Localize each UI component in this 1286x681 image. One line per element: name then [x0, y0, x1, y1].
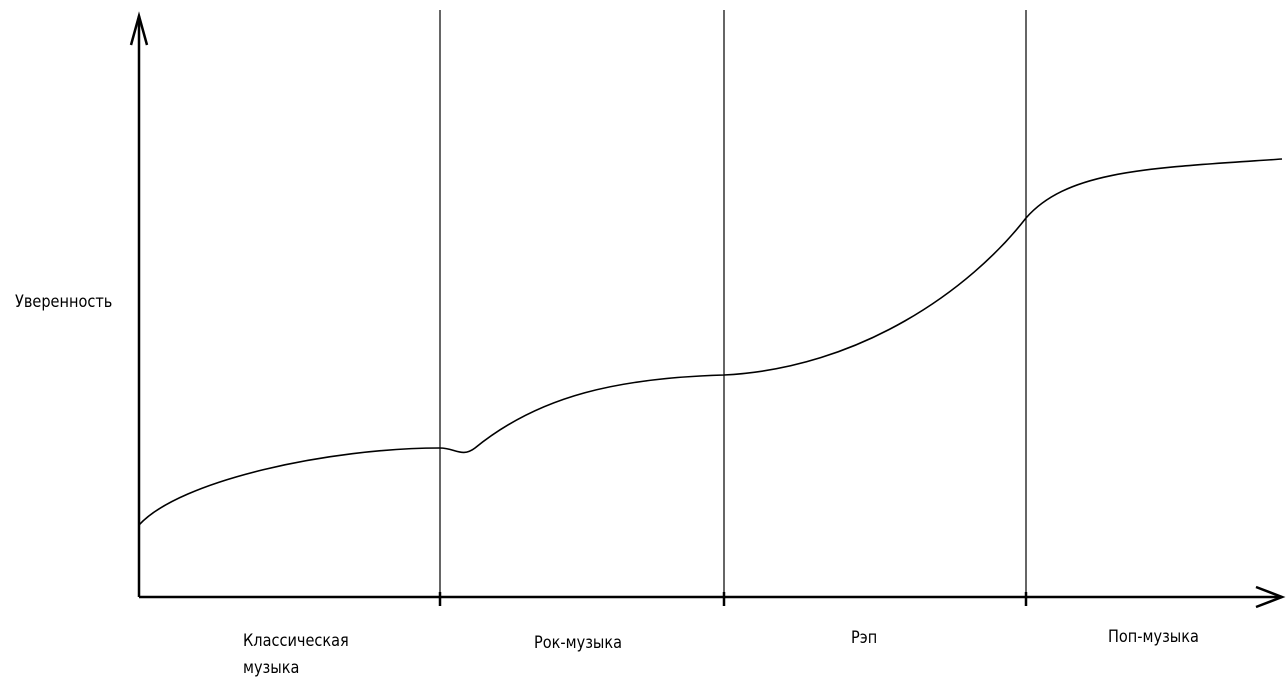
confidence-curve: [138, 158, 1283, 526]
section-label-rap: Рэп: [851, 628, 878, 647]
section-label-rock: Рок-музыка: [534, 633, 623, 652]
y-axis-label: Уверенность: [15, 292, 113, 311]
y-axis-arrowhead: [129, 11, 149, 46]
section-label-classical-line2: музыка: [243, 658, 300, 677]
section-label-pop: Поп-музыка: [1108, 627, 1199, 646]
section-label-classical: Классическая: [243, 631, 349, 650]
x-axis-arrowhead: [1255, 585, 1286, 609]
